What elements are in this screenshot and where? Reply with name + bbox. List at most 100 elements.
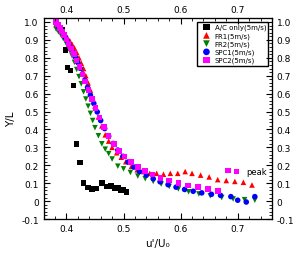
Point — [78, 67, 82, 71]
Point — [110, 146, 115, 150]
Point — [79, 83, 84, 87]
Point — [65, 45, 70, 49]
Point — [154, 172, 159, 176]
Point — [106, 139, 111, 144]
Point — [92, 102, 96, 106]
Point — [232, 180, 237, 184]
Point — [151, 180, 156, 184]
Point — [94, 187, 99, 191]
Point — [168, 172, 173, 176]
Point — [83, 80, 88, 84]
Point — [93, 126, 98, 130]
Point — [252, 195, 257, 199]
Point — [63, 36, 68, 40]
Point — [61, 31, 65, 35]
Point — [143, 177, 148, 181]
Point — [76, 57, 81, 61]
Point — [81, 181, 86, 185]
Point — [58, 28, 63, 32]
Point — [229, 195, 233, 199]
Point — [88, 89, 93, 93]
Point — [166, 183, 170, 187]
Point — [56, 31, 61, 35]
Point — [90, 98, 94, 102]
Point — [161, 172, 166, 177]
Point — [81, 90, 86, 94]
Point — [215, 178, 220, 182]
Point — [186, 190, 191, 194]
Point — [77, 66, 82, 70]
Point — [109, 184, 113, 188]
Point — [68, 50, 72, 54]
Point — [195, 185, 200, 189]
Point — [85, 86, 90, 90]
Point — [78, 161, 82, 165]
Point — [74, 51, 79, 55]
Point — [116, 148, 120, 152]
Point — [54, 24, 58, 28]
Point — [65, 66, 70, 70]
Point — [86, 105, 91, 109]
Point — [191, 189, 196, 194]
Point — [117, 149, 122, 153]
Point — [59, 30, 64, 34]
Point — [199, 191, 204, 195]
Point — [81, 67, 86, 71]
Point — [158, 176, 163, 180]
Point — [118, 188, 123, 192]
Point — [106, 134, 111, 138]
Point — [241, 181, 246, 185]
Point — [86, 186, 91, 190]
Point — [234, 170, 239, 174]
Point — [65, 37, 70, 41]
Point — [69, 47, 74, 51]
Point — [58, 27, 63, 31]
Point — [74, 142, 79, 146]
Point — [61, 33, 66, 37]
Point — [124, 190, 129, 194]
Point — [219, 196, 224, 200]
Point — [99, 142, 104, 146]
Point — [106, 152, 111, 156]
Point — [126, 160, 130, 164]
Point — [131, 165, 136, 169]
Y-axis label: Y/L: Y/L — [6, 112, 16, 127]
Point — [176, 172, 180, 176]
Point — [116, 165, 120, 169]
Point — [122, 155, 127, 159]
Point — [103, 148, 108, 152]
Point — [159, 182, 164, 186]
Point — [55, 24, 60, 28]
Point — [90, 97, 95, 101]
Point — [141, 170, 146, 174]
X-axis label: u'/U₀: u'/U₀ — [146, 239, 170, 248]
Point — [114, 151, 119, 155]
Point — [110, 157, 115, 162]
Point — [58, 33, 63, 37]
Point — [54, 28, 58, 32]
Point — [226, 169, 230, 173]
Point — [83, 98, 88, 102]
Point — [252, 198, 257, 202]
Point — [98, 119, 103, 123]
Point — [235, 198, 240, 202]
Point — [83, 74, 88, 78]
Point — [135, 168, 140, 172]
Point — [174, 185, 178, 189]
Point — [135, 165, 140, 169]
Point — [135, 174, 140, 178]
Point — [176, 187, 181, 191]
Point — [64, 39, 69, 43]
Point — [186, 184, 190, 188]
Point — [111, 142, 116, 146]
Point — [206, 187, 210, 191]
Point — [250, 183, 254, 187]
Point — [112, 186, 117, 190]
Point — [61, 37, 65, 41]
Point — [137, 170, 142, 174]
Point — [144, 173, 149, 178]
Point — [60, 28, 65, 33]
Point — [96, 134, 101, 138]
Point — [56, 25, 61, 29]
Point — [103, 133, 108, 137]
